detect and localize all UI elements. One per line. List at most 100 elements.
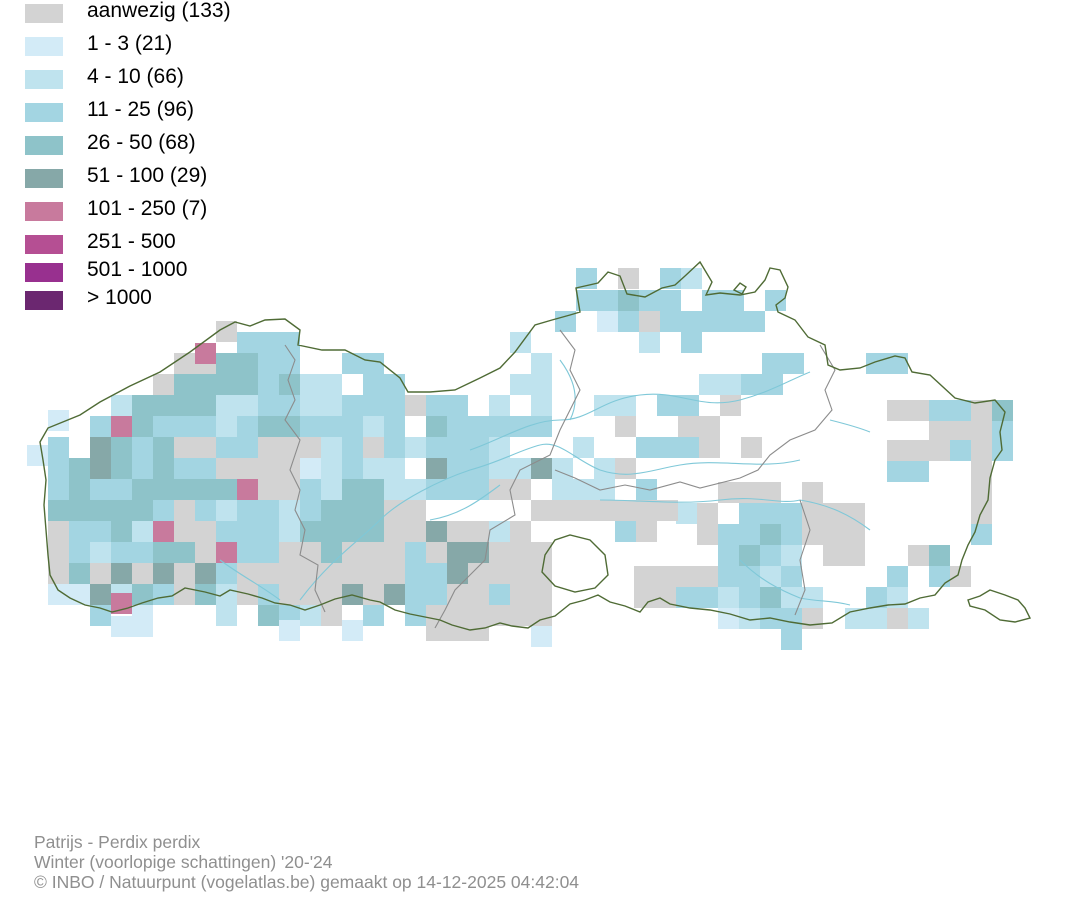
- grid-cell: [597, 311, 618, 332]
- grid-cell: [216, 584, 237, 605]
- grid-cell: [744, 311, 765, 332]
- grid-cell: [760, 545, 781, 566]
- grid-cell: [426, 542, 447, 563]
- grid-cell: [174, 542, 195, 563]
- grid-cell: [90, 416, 111, 437]
- legend-label: 11 - 25 (96): [87, 98, 194, 121]
- grid-cell: [153, 479, 174, 500]
- grid-cell: [363, 605, 384, 626]
- grid-cell: [321, 479, 342, 500]
- grid-cell: [69, 542, 90, 563]
- grid-cell: [363, 521, 384, 542]
- grid-cell: [468, 521, 489, 542]
- grid-cell: [681, 332, 702, 353]
- river: [539, 443, 801, 475]
- grid-cell: [929, 400, 950, 421]
- legend-swatch: [25, 291, 63, 310]
- grid-cell: [866, 587, 887, 608]
- grid-cell: [971, 421, 992, 442]
- grid-cell: [426, 620, 447, 641]
- grid-cell: [363, 353, 384, 374]
- grid-cell: [237, 500, 258, 521]
- grid-cell: [216, 605, 237, 626]
- grid-cell: [426, 479, 447, 500]
- grid-cell: [615, 458, 636, 479]
- river: [429, 484, 501, 521]
- grid-cell: [321, 563, 342, 584]
- grid-cell: [27, 445, 48, 466]
- grid-cell: [384, 584, 405, 605]
- grid-cell: [363, 563, 384, 584]
- grid-cell: [279, 563, 300, 584]
- grid-cell: [384, 458, 405, 479]
- grid-cell: [657, 500, 678, 521]
- grid-cell: [153, 437, 174, 458]
- grid-cell: [216, 542, 237, 563]
- grid-cell: [363, 458, 384, 479]
- grid-cell: [531, 374, 552, 395]
- grid-cell: [971, 482, 992, 503]
- grid-cell: [489, 458, 510, 479]
- grid-cell: [321, 395, 342, 416]
- grid-cell: [636, 437, 657, 458]
- grid-cell: [615, 500, 636, 521]
- grid-cell: [634, 587, 655, 608]
- grid-cell: [384, 374, 405, 395]
- grid-cell: [426, 458, 447, 479]
- grid-cell: [342, 458, 363, 479]
- grid-cell: [195, 343, 216, 364]
- grid-cell: [468, 620, 489, 641]
- grid-cell: [153, 395, 174, 416]
- grid-cell: [950, 566, 971, 587]
- grid-cell: [447, 542, 468, 563]
- grid-cell: [237, 479, 258, 500]
- river: [219, 559, 281, 601]
- period-subtitle: Winter (voorlopige schattingen) '20-'24: [34, 852, 333, 872]
- grid-cell: [342, 395, 363, 416]
- grid-cell: [908, 440, 929, 461]
- grid-cell: [676, 503, 697, 524]
- grid-cell: [781, 503, 802, 524]
- grid-cell: [174, 437, 195, 458]
- grid-cell: [929, 421, 950, 442]
- grid-cell: [531, 563, 552, 584]
- grid-cell: [636, 521, 657, 542]
- grid-cell: [195, 542, 216, 563]
- map-footer: Patrijs - Perdix perdix Winter (voorlopi…: [34, 832, 579, 892]
- grid-cell: [342, 353, 363, 374]
- grid-cell: [153, 416, 174, 437]
- grid-cell: [510, 563, 531, 584]
- grid-cell: [489, 521, 510, 542]
- grid-cell: [342, 563, 363, 584]
- grid-cell: [802, 482, 823, 503]
- legend-label: 51 - 100 (29): [87, 164, 208, 187]
- grid-cell: [342, 437, 363, 458]
- grid-cell: [718, 566, 739, 587]
- grid-cell: [384, 395, 405, 416]
- river: [829, 419, 871, 433]
- grid-cell: [174, 395, 195, 416]
- river: [739, 559, 851, 606]
- grid-cell: [657, 437, 678, 458]
- grid-cell: [468, 563, 489, 584]
- grid-cell: [237, 353, 258, 374]
- grid-cell: [132, 479, 153, 500]
- grid-cell: [718, 545, 739, 566]
- grid-cell: [384, 563, 405, 584]
- grid-cell: [132, 616, 153, 637]
- grid-cell: [279, 521, 300, 542]
- grid-cell: [739, 524, 760, 545]
- border-line: [39, 260, 1006, 631]
- grid-cell: [552, 458, 573, 479]
- grid-cell: [723, 311, 744, 332]
- grid-cell: [258, 500, 279, 521]
- grid-cell: [681, 311, 702, 332]
- grid-cell: [615, 521, 636, 542]
- grid-cell: [552, 479, 573, 500]
- grid-cell: [90, 521, 111, 542]
- grid-cell: [447, 416, 468, 437]
- grid-cell: [321, 542, 342, 563]
- grid-cell: [639, 290, 660, 311]
- grid-cell: [216, 395, 237, 416]
- grid-cell: [489, 605, 510, 626]
